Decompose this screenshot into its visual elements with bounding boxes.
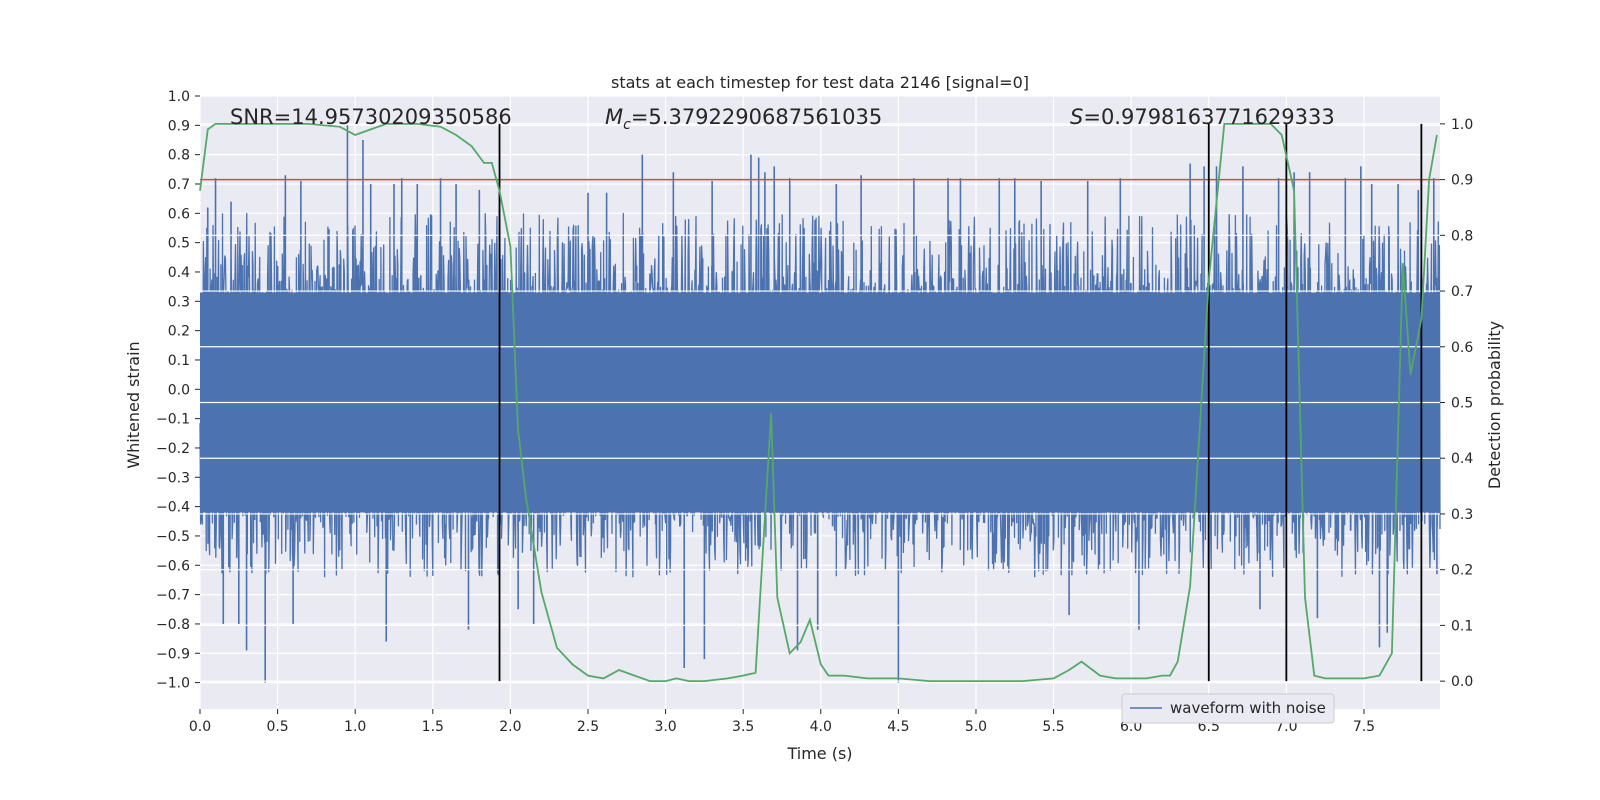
x-tick-label: 0.0 [189,719,211,735]
score-annotation: S=0.9798163771629333 [1070,105,1335,129]
y-tick-label: −0.4 [156,500,190,516]
x-tick-label: 3.0 [654,719,676,735]
detection-probability-line [199,123,1438,682]
score-value: =0.9798163771629333 [1083,105,1334,129]
y-tick-label: −0.7 [156,588,190,604]
chirp-mass-annotation: Mc=5.3792290687561035 [605,105,882,133]
y-tick-label: −0.1 [156,412,190,428]
vertical-markers [498,123,1423,682]
y2-tick-label: 0.9 [1451,173,1473,189]
y-tick-label: −0.6 [156,558,190,574]
score-symbol: S [1070,105,1083,129]
x-tick-label: 0.5 [266,719,288,735]
y-tick-label: 0.7 [168,177,190,193]
y2-tick-label: 1.0 [1451,117,1473,133]
y-tick-label: −0.2 [156,441,190,457]
x-tick-label: 4.5 [887,719,909,735]
chirp-mass-subscript: c [623,117,631,133]
x-tick-label: 1.5 [422,719,444,735]
chirp-mass-symbol: M [605,105,623,129]
y-tick-label: −1.0 [156,676,190,692]
y2-tick-label: 0.5 [1451,396,1473,412]
chart-title: stats at each timestep for test data 214… [611,73,1029,92]
y-tick-label: 0.2 [168,324,190,340]
y2-axis-label: Detection probability [1485,321,1504,489]
x-tick-label: 5.5 [1042,719,1064,735]
y2-tick-label: 0.8 [1451,228,1473,244]
y2-tick-label: 0.0 [1451,674,1473,690]
x-axis-label: Time (s) [786,744,852,763]
y-tick-label: 0.0 [168,382,190,398]
y-axis-ticks: 1.0 0.9 0.8 0.7 0.6 0.5 0.4 0.3 0.2 0.1 0.0 −0.1 −0.… [156,89,200,692]
y-tick-label: 0.3 [168,294,190,310]
x-tick-label: 7.5 [1353,719,1375,735]
y-tick-label: 0.9 [168,118,190,134]
y2-tick-label: 0.4 [1451,451,1473,467]
snr-annotation: SNR=14.95730209350586 [230,105,512,129]
x-tick-label: 2.0 [499,719,521,735]
x-tick-label: 1.0 [344,719,366,735]
y2-tick-label: 0.2 [1451,563,1473,579]
legend: waveform with noise [1121,693,1335,724]
y-tick-label: 0.4 [168,265,190,281]
y-tick-label: −0.9 [156,646,190,662]
x-tick-label: 2.5 [577,719,599,735]
y-tick-label: 0.6 [168,206,190,222]
y-tick-label: 0.1 [168,353,190,369]
x-tick-label: 4.0 [810,719,832,735]
y-tick-label: −0.5 [156,529,190,545]
secondary-grid [200,123,1440,682]
x-tick-label: 5.0 [965,719,987,735]
y2-tick-label: 0.7 [1451,284,1473,300]
y2-tick-label: 0.1 [1451,618,1473,634]
y-tick-label: 0.5 [168,236,190,252]
chirp-mass-value: =5.3792290687561035 [631,105,882,129]
y-axis-label: Whitened strain [124,341,143,468]
y2-tick-label: 0.3 [1451,507,1473,523]
y-tick-label: 0.8 [168,148,190,164]
y-tick-label: 1.0 [168,89,190,105]
legend-label: waveform with noise [1170,699,1326,717]
legend-box [1121,693,1335,724]
y2-axis-ticks: 1.0 0.9 0.8 0.7 0.6 0.5 0.4 0.3 0.2 0.1 0.0 [1440,117,1473,690]
y2-tick-label: 0.6 [1451,340,1473,356]
x-tick-label: 3.5 [732,719,754,735]
y-tick-label: −0.3 [156,470,190,486]
y-tick-label: −0.8 [156,617,190,633]
